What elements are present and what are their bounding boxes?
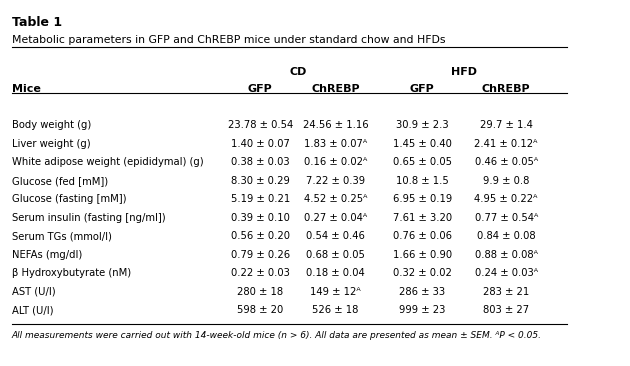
Text: Serum insulin (fasting [ng/ml]): Serum insulin (fasting [ng/ml]) <box>11 213 165 223</box>
Text: Body weight (g): Body weight (g) <box>11 120 91 130</box>
Text: NEFAs (mg/dl): NEFAs (mg/dl) <box>11 250 82 260</box>
Text: 4.95 ± 0.22ᴬ: 4.95 ± 0.22ᴬ <box>474 194 538 204</box>
Text: 4.52 ± 0.25ᴬ: 4.52 ± 0.25ᴬ <box>304 194 367 204</box>
Text: 0.54 ± 0.46: 0.54 ± 0.46 <box>306 231 365 241</box>
Text: AST (U/l): AST (U/l) <box>11 287 55 296</box>
Text: 0.56 ± 0.20: 0.56 ± 0.20 <box>231 231 290 241</box>
Text: Metabolic parameters in GFP and ChREBP mice under standard chow and HFDs: Metabolic parameters in GFP and ChREBP m… <box>11 35 445 45</box>
Text: 0.77 ± 0.54ᴬ: 0.77 ± 0.54ᴬ <box>474 213 538 223</box>
Text: 0.84 ± 0.08: 0.84 ± 0.08 <box>477 231 536 241</box>
Text: 0.68 ± 0.05: 0.68 ± 0.05 <box>306 250 365 260</box>
Text: 6.95 ± 0.19: 6.95 ± 0.19 <box>392 194 452 204</box>
Text: 23.78 ± 0.54: 23.78 ± 0.54 <box>227 120 293 130</box>
Text: Table 1: Table 1 <box>11 16 62 30</box>
Text: 0.24 ± 0.03ᴬ: 0.24 ± 0.03ᴬ <box>474 268 537 278</box>
Text: Mice: Mice <box>11 84 40 94</box>
Text: 0.46 ± 0.05ᴬ: 0.46 ± 0.05ᴬ <box>474 157 538 167</box>
Text: ChREBP: ChREBP <box>482 84 530 94</box>
Text: 1.83 ± 0.07ᴬ: 1.83 ± 0.07ᴬ <box>304 139 367 149</box>
Text: 7.22 ± 0.39: 7.22 ± 0.39 <box>306 176 365 186</box>
Text: 1.66 ± 0.90: 1.66 ± 0.90 <box>392 250 452 260</box>
Text: 9.9 ± 0.8: 9.9 ± 0.8 <box>483 176 529 186</box>
Text: 24.56 ± 1.16: 24.56 ± 1.16 <box>302 120 369 130</box>
Text: 286 ± 33: 286 ± 33 <box>399 287 445 296</box>
Text: GFP: GFP <box>248 84 273 94</box>
Text: ChREBP: ChREBP <box>311 84 360 94</box>
Text: 8.30 ± 0.29: 8.30 ± 0.29 <box>231 176 290 186</box>
Text: GFP: GFP <box>410 84 435 94</box>
Text: 803 ± 27: 803 ± 27 <box>483 305 529 315</box>
Text: 0.88 ± 0.08ᴬ: 0.88 ± 0.08ᴬ <box>475 250 537 260</box>
Text: 0.27 ± 0.04ᴬ: 0.27 ± 0.04ᴬ <box>304 213 367 223</box>
Text: Serum TGs (mmol/l): Serum TGs (mmol/l) <box>11 231 112 241</box>
Text: 0.38 ± 0.03: 0.38 ± 0.03 <box>231 157 290 167</box>
Text: 1.40 ± 0.07: 1.40 ± 0.07 <box>231 139 290 149</box>
Text: 2.41 ± 0.12ᴬ: 2.41 ± 0.12ᴬ <box>474 139 538 149</box>
Text: 280 ± 18: 280 ± 18 <box>238 287 284 296</box>
Text: 5.19 ± 0.21: 5.19 ± 0.21 <box>231 194 290 204</box>
Text: β Hydroxybutyrate (nM): β Hydroxybutyrate (nM) <box>11 268 130 278</box>
Text: 1.45 ± 0.40: 1.45 ± 0.40 <box>393 139 452 149</box>
Text: White adipose weight (epididymal) (g): White adipose weight (epididymal) (g) <box>11 157 203 167</box>
Text: 283 ± 21: 283 ± 21 <box>483 287 529 296</box>
Text: 7.61 ± 3.20: 7.61 ± 3.20 <box>392 213 452 223</box>
Text: 149 ± 12ᴬ: 149 ± 12ᴬ <box>310 287 361 296</box>
Text: 999 ± 23: 999 ± 23 <box>399 305 445 315</box>
Text: All measurements were carried out with 14-week-old mice (n > 6). All data are pr: All measurements were carried out with 1… <box>11 331 542 340</box>
Text: CD: CD <box>289 67 307 78</box>
Text: 0.16 ± 0.02ᴬ: 0.16 ± 0.02ᴬ <box>304 157 367 167</box>
Text: 29.7 ± 1.4: 29.7 ± 1.4 <box>479 120 532 130</box>
Text: ALT (U/l): ALT (U/l) <box>11 305 53 315</box>
Text: HFD: HFD <box>451 67 478 78</box>
Text: 0.79 ± 0.26: 0.79 ± 0.26 <box>231 250 290 260</box>
Text: Glucose (fasting [mM]): Glucose (fasting [mM]) <box>11 194 126 204</box>
Text: 598 ± 20: 598 ± 20 <box>237 305 284 315</box>
Text: 0.39 ± 0.10: 0.39 ± 0.10 <box>231 213 290 223</box>
Text: Liver weight (g): Liver weight (g) <box>11 139 90 149</box>
Text: 0.65 ± 0.05: 0.65 ± 0.05 <box>392 157 452 167</box>
Text: 0.22 ± 0.03: 0.22 ± 0.03 <box>231 268 290 278</box>
Text: 0.76 ± 0.06: 0.76 ± 0.06 <box>392 231 452 241</box>
Text: 10.8 ± 1.5: 10.8 ± 1.5 <box>396 176 449 186</box>
Text: Glucose (fed [mM]): Glucose (fed [mM]) <box>11 176 108 186</box>
Text: 0.32 ± 0.02: 0.32 ± 0.02 <box>393 268 452 278</box>
Text: 30.9 ± 2.3: 30.9 ± 2.3 <box>396 120 449 130</box>
Text: 526 ± 18: 526 ± 18 <box>312 305 358 315</box>
Text: 0.18 ± 0.04: 0.18 ± 0.04 <box>306 268 365 278</box>
